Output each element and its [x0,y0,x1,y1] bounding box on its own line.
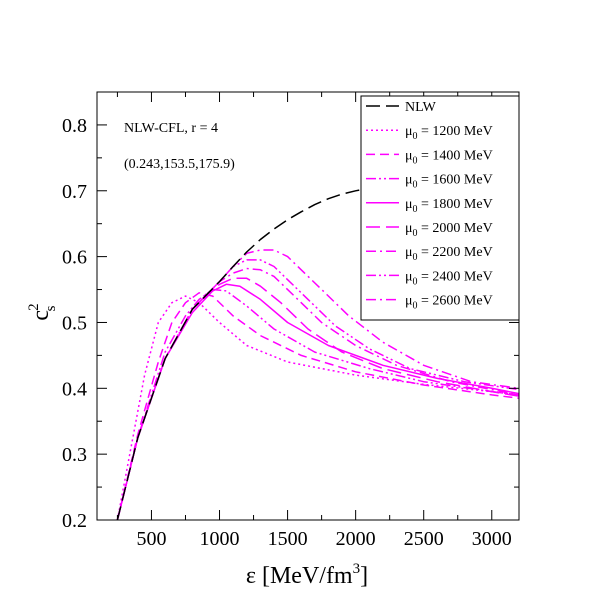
x-tick-label-2000: 2000 [336,528,376,550]
x-axis-label: ε [MeV/fm [246,563,353,589]
x-tick-label-3000: 3000 [472,528,512,550]
legend-box [360,95,520,321]
x-tick-label-500: 500 [136,528,166,550]
y-tick-label-0.6: 0.6 [62,247,87,269]
y-axis-title: c2s [26,303,59,320]
y-tick-label-0.3: 0.3 [62,444,87,466]
y-tick-label-0.4: 0.4 [62,378,87,400]
y-axis-label-subscript: s [43,305,59,311]
y-tick-label-0.7: 0.7 [62,181,87,203]
y-tick-label-0.2: 0.2 [62,510,87,532]
series-line-3 [116,288,519,520]
legend-label-3: μ0 = 1600 MeV [405,173,493,191]
legend-label-6: μ0 = 2200 MeV [405,245,493,263]
annotation-parameters: (0.243,153.5,175.9) [124,157,235,172]
legend-label-7: μ0 = 2400 MeV [405,269,493,287]
series-line-0 [116,185,384,520]
series-line-6 [116,267,519,520]
annotations: NLW-CFL, r = 4 (0.243,153.5,175.9) [124,121,235,172]
series-line-2 [116,292,519,520]
legend: NLW μ0 = 1200 MeV μ0 = 1400 MeV μ0 = 1600 M… [360,95,520,321]
x-axis-label-superscript: 3 [353,561,361,577]
series-line-4 [116,283,519,520]
annotation-model: NLW-CFL, r = 4 [124,121,218,136]
x-axis-title: ε [MeV/fm3] [246,561,368,589]
legend-label-2: μ0 = 1400 MeV [405,148,493,166]
x-tick-label-2500: 2500 [404,528,444,550]
y-tick-label-0.5: 0.5 [62,312,87,334]
legend-label-1: μ0 = 1200 MeV [405,124,493,142]
y-tick-label-0.8: 0.8 [62,115,87,137]
legend-label-8: μ0 = 2600 MeV [405,294,493,312]
y-axis-label: c [28,310,54,321]
x-tick-label-1000: 1000 [200,528,240,550]
legend-label-4: μ0 = 1800 MeV [405,197,493,215]
x-axis-label-end: ] [360,563,368,589]
series-group [116,185,519,520]
svg-text:ε [MeV/fm3]: ε [MeV/fm3] [246,561,368,589]
y-axis-label-superscript: 2 [26,303,42,311]
svg-text:c2s: c2s [26,303,59,320]
x-tick-label-1500: 1500 [268,528,308,550]
plot-area: 500 1000 1500 2000 2500 3000 0.2 0.3 0.4 0.5 0.6 0.… [62,91,520,550]
legend-label-0: NLW [405,100,437,115]
legend-label-5: μ0 = 2000 MeV [405,221,493,239]
series-line-1 [116,295,519,520]
